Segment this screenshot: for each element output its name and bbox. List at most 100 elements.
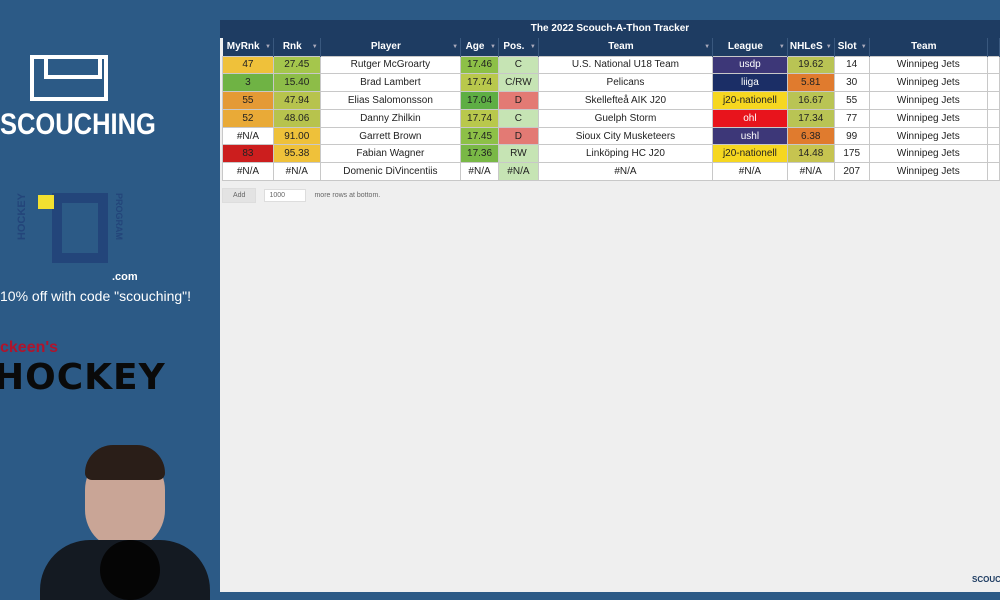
table-cell[interactable]: #N/A [537,162,714,182]
table-cell[interactable]: 15.40 [272,73,321,93]
filter-dropdown-icon[interactable]: ▼ [490,44,496,50]
table-cell[interactable]: 55 [833,91,870,110]
table-cell[interactable]: Brad Lambert [319,73,462,93]
add-rows-button[interactable]: Add [222,188,257,203]
column-header[interactable]: Team ▼ [538,38,714,56]
filter-dropdown-icon[interactable]: ▼ [704,44,711,50]
table-cell[interactable]: 17.36 [460,144,499,164]
filter-dropdown-icon[interactable]: ▼ [825,44,832,50]
table-cell[interactable]: Winnipeg Jets [868,73,988,93]
table-cell[interactable]: 14 [833,55,870,75]
filter-dropdown-icon[interactable]: ▼ [311,44,318,50]
table-cell[interactable]: 17.34 [786,108,835,128]
table-cell[interactable] [986,144,1000,164]
table-cell[interactable]: Rutger McGroarty [319,55,462,75]
table-cell[interactable]: Pelicans [537,73,714,93]
filter-dropdown-icon[interactable]: ▼ [860,44,867,50]
table-cell[interactable]: Winnipeg Jets [868,162,988,182]
table-cell[interactable]: 16.67 [786,91,835,110]
filter-dropdown-icon[interactable]: ▼ [452,44,459,50]
table-cell[interactable]: 52 [222,108,274,128]
table-cell[interactable]: #N/A [272,162,321,182]
table-cell[interactable]: Winnipeg Jets [868,126,988,146]
table-cell[interactable]: #N/A [222,126,274,146]
table-cell[interactable]: 83 [222,144,274,164]
table-cell[interactable]: 77 [833,108,870,128]
column-header[interactable] [987,38,1000,56]
table-cell[interactable]: 47.94 [272,91,321,110]
column-header[interactable]: Player ▼ [320,38,462,56]
table-cell[interactable] [986,108,1000,128]
table-cell[interactable]: usdp [712,55,788,75]
table-cell[interactable]: Sioux City Musketeers [537,126,714,146]
table-cell[interactable]: 91.00 [272,126,321,146]
table-cell[interactable]: Linköping HC J20 [537,144,714,164]
table-cell[interactable]: 17.74 [460,73,499,93]
filter-dropdown-icon[interactable]: ▼ [264,44,271,50]
table-cell[interactable]: #N/A [786,162,835,182]
table-cell[interactable]: #N/A [460,162,499,182]
table-cell[interactable]: Guelph Storm [537,108,714,128]
column-header[interactable]: Rnk ▼ [273,38,321,56]
column-header[interactable]: Age ▼ [460,38,499,56]
table-cell[interactable]: #N/A [497,162,539,182]
table-cell[interactable]: 5.81 [786,73,835,93]
table-cell[interactable]: Winnipeg Jets [868,91,988,110]
table-cell[interactable]: 27.45 [272,55,321,75]
column-header[interactable]: Pos. ▼ [498,38,539,56]
table-cell[interactable]: 48.06 [272,108,321,128]
table-cell[interactable]: 55 [222,91,274,110]
table-cell[interactable]: j20-nationell [712,144,788,164]
table-cell[interactable]: ushl [712,126,788,146]
table-cell[interactable]: liiga [712,73,788,93]
table-cell[interactable] [986,73,1000,93]
table-cell[interactable]: #N/A [222,162,274,182]
table-cell[interactable]: 95.38 [272,144,321,164]
table-cell[interactable]: C/RW [497,73,539,93]
table-cell[interactable] [986,91,1000,110]
filter-dropdown-icon[interactable]: ▼ [778,44,785,50]
table-row: 83 95.38 Fabian Wagner 17.36 RW Linköping HC … [222,144,1000,164]
table-cell[interactable]: D [497,126,539,146]
table-cell[interactable]: 47 [222,55,274,75]
table-cell[interactable]: ohl [712,108,788,128]
add-rows-count-input[interactable]: 1000 [264,189,307,202]
table-cell[interactable]: Elias Salomonsson [319,91,462,110]
table-cell[interactable]: Winnipeg Jets [868,55,988,75]
table-cell[interactable]: Danny Zhilkin [319,108,462,128]
table-cell[interactable]: D [497,91,539,110]
table-cell[interactable] [986,126,1000,146]
table-cell[interactable]: U.S. National U18 Team [537,55,714,75]
table-cell[interactable] [986,55,1000,75]
column-header[interactable]: MyRnk ▼ [222,38,274,56]
table-cell[interactable]: 99 [833,126,870,146]
table-cell[interactable]: 6.38 [786,126,835,146]
table-cell[interactable]: j20-nationell [712,91,788,110]
table-cell[interactable]: C [497,55,539,75]
table-cell[interactable]: Skellefteå AIK J20 [537,91,714,110]
table-cell[interactable]: Domenic DiVincentiis [319,162,462,182]
table-cell[interactable]: Winnipeg Jets [868,108,988,128]
table-cell[interactable] [986,162,1000,182]
table-cell[interactable]: 17.04 [460,91,499,110]
table-cell[interactable]: #N/A [712,162,788,182]
table-cell[interactable]: 17.74 [460,108,499,128]
column-header[interactable]: League ▼ [712,38,788,56]
filter-dropdown-icon[interactable]: ▼ [529,44,536,50]
table-cell[interactable]: 17.46 [460,55,499,75]
table-cell[interactable]: 14.48 [786,144,835,164]
table-cell[interactable]: 30 [833,73,870,93]
column-header[interactable]: NHLeS ▼ [787,38,835,56]
table-cell[interactable]: C [497,108,539,128]
table-cell[interactable]: Fabian Wagner [319,144,462,164]
table-cell[interactable]: 175 [833,144,870,164]
table-cell[interactable]: Garrett Brown [319,126,462,146]
table-cell[interactable]: 19.62 [786,55,835,75]
table-cell[interactable]: RW [497,144,539,164]
table-cell[interactable]: 3 [222,73,274,93]
column-header[interactable]: Team [869,38,988,56]
column-header[interactable]: Slot ▼ [834,38,870,56]
table-cell[interactable]: 207 [833,162,870,182]
table-cell[interactable]: 17.45 [460,126,499,146]
table-cell[interactable]: Winnipeg Jets [868,144,988,164]
